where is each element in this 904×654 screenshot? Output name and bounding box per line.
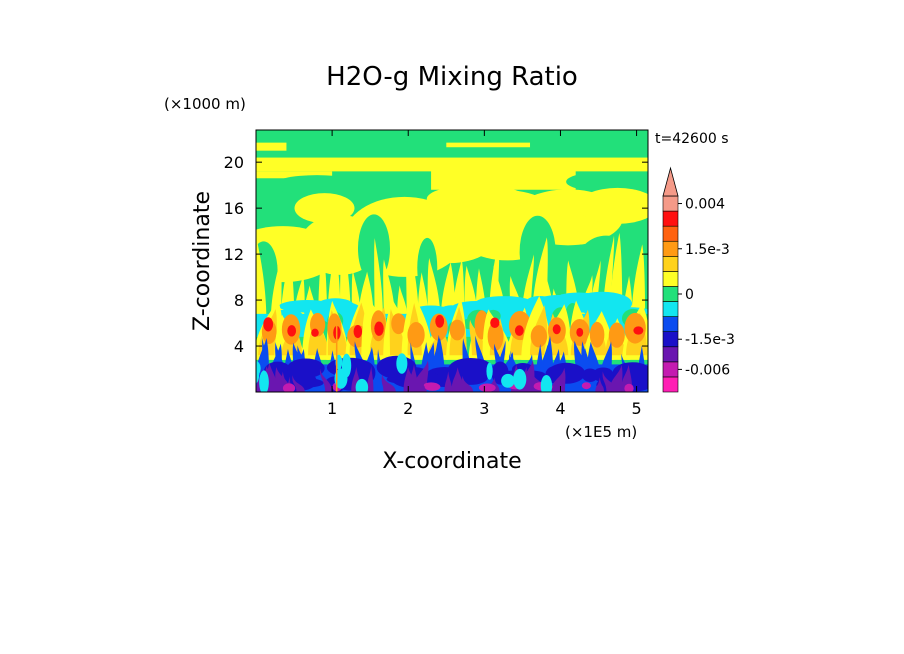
x-axis-ticks: 1 2 3 4 5 [327,130,642,418]
colorbar-segment [662,331,679,348]
colorbar-segment [662,225,679,242]
colorbar-label: 1.5e-3 [685,242,730,258]
colorbar-segment [662,286,679,302]
x-tick-label: 3 [479,399,489,418]
y-tick-label: 4 [234,337,244,356]
chart-title: H2O-g Mixing Ratio [326,62,578,92]
x-tick-label: 2 [403,399,413,418]
colorbar-segment [662,316,679,332]
y-axis-ticks: 4 8 12 16 20 [224,153,648,356]
plot-frame [255,129,649,393]
colorbar-extend-arrow [662,166,679,197]
colorbar-segment [662,346,679,363]
x-tick-label: 4 [555,399,565,418]
colorbar-segment [662,376,679,393]
time-label: t=42600 s [655,131,729,147]
y-tick-label: 20 [224,153,244,172]
colorbar-segment [662,301,679,317]
colorbar-label: 0.004 [685,197,725,213]
colorbar-segment [662,240,679,257]
colorbar-segment [662,210,679,227]
y-tick-label: 16 [224,199,244,218]
y-axis-label: Z-coordinate [190,191,215,331]
x-tick-label: 5 [631,399,641,418]
colorbar-label: -0.006 [685,362,730,378]
y-tick-label: 12 [224,245,244,264]
x-tick-label: 1 [327,399,337,418]
colorbar-segment [662,195,679,212]
y-tick-label: 8 [234,291,244,310]
colorbar-label: 0 [685,287,694,303]
contour-field [256,130,648,392]
colorbar-label: -1.5e-3 [685,332,735,348]
colorbar-segment [662,361,679,378]
y-unit-label: (×1000 m) [164,95,246,113]
x-axis-label: X-coordinate [382,449,521,474]
colorbar-segment [662,256,679,272]
colorbar-segment [662,271,679,287]
colorbar: 0.004 1.5e-3 0 -1.5e-3 -0.006 [662,166,735,393]
x-unit-label: (×1E5 m) [565,423,637,441]
